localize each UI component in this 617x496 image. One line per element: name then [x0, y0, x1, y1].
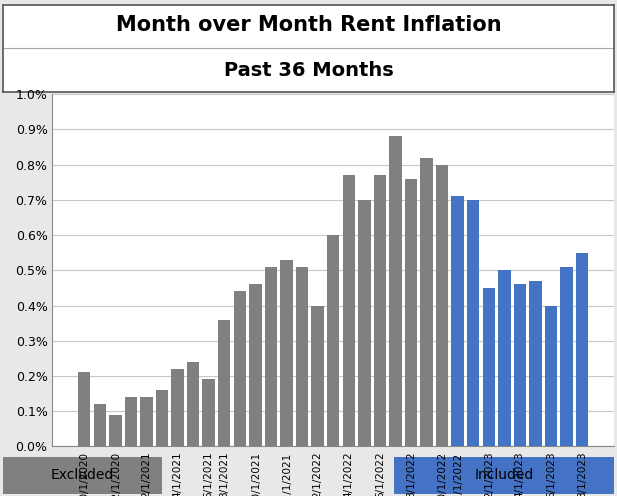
Bar: [545, 306, 557, 446]
Bar: [312, 306, 324, 446]
Bar: [187, 362, 199, 446]
Bar: [249, 284, 262, 446]
Bar: [529, 281, 542, 446]
Text: Month over Month Rent Inflation: Month over Month Rent Inflation: [115, 15, 501, 35]
Bar: [576, 253, 589, 446]
Bar: [452, 196, 464, 446]
Bar: [94, 404, 106, 446]
Bar: [420, 158, 433, 446]
Bar: [374, 175, 386, 446]
Bar: [394, 457, 614, 494]
Bar: [3, 457, 162, 494]
Bar: [405, 179, 417, 446]
Bar: [296, 267, 308, 446]
Text: Included: Included: [474, 468, 534, 482]
Bar: [436, 165, 449, 446]
Bar: [265, 267, 277, 446]
Bar: [467, 200, 479, 446]
Bar: [514, 284, 526, 446]
Bar: [389, 136, 402, 446]
Text: Past 36 Months: Past 36 Months: [223, 62, 394, 80]
Bar: [78, 372, 91, 446]
Bar: [560, 267, 573, 446]
Text: Excluded: Excluded: [51, 468, 114, 482]
Bar: [140, 397, 152, 446]
Bar: [125, 397, 137, 446]
Bar: [109, 415, 122, 446]
Bar: [234, 292, 246, 446]
Bar: [155, 390, 168, 446]
Bar: [172, 369, 184, 446]
Bar: [280, 260, 292, 446]
Bar: [327, 235, 339, 446]
Bar: [358, 200, 371, 446]
Bar: [482, 288, 495, 446]
Bar: [218, 319, 231, 446]
Bar: [342, 175, 355, 446]
Bar: [498, 270, 511, 446]
Bar: [202, 379, 215, 446]
